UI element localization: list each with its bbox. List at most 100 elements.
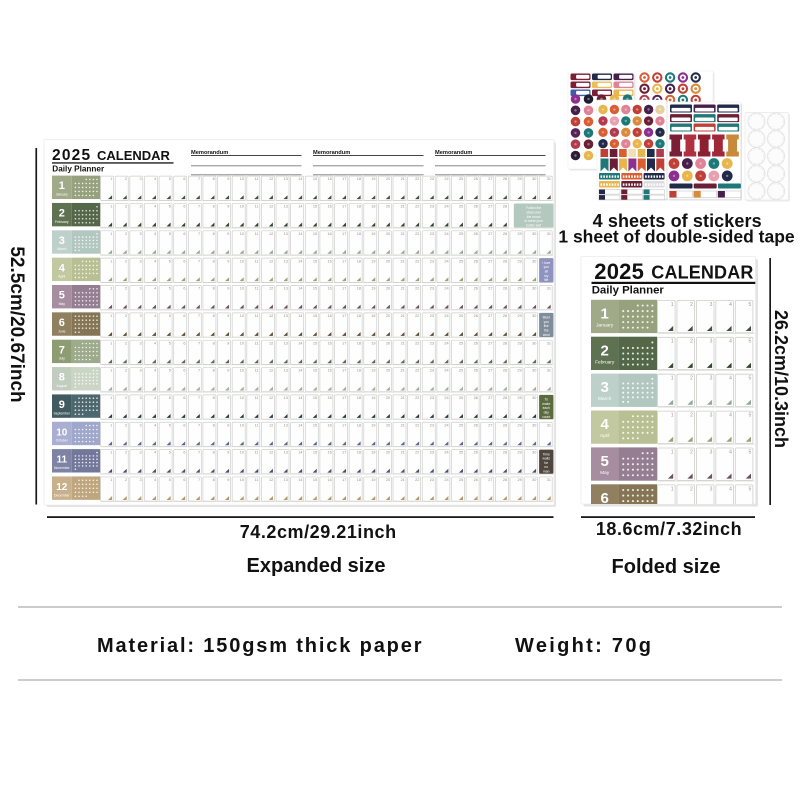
- svg-text:all: all: [545, 269, 549, 273]
- svg-text:3: 3: [140, 287, 142, 291]
- svg-text:21: 21: [401, 423, 405, 427]
- svg-text:7: 7: [198, 341, 200, 345]
- svg-text:27: 27: [488, 314, 492, 318]
- svg-text:24: 24: [444, 369, 448, 373]
- svg-text:12: 12: [269, 451, 273, 455]
- svg-text:15: 15: [313, 423, 317, 427]
- svg-text:2: 2: [690, 339, 693, 345]
- svg-text:1: 1: [110, 478, 112, 482]
- svg-text:count: count: [542, 415, 550, 419]
- svg-text:5: 5: [169, 205, 171, 209]
- svg-text:20: 20: [386, 369, 390, 373]
- svg-text:23: 23: [430, 369, 434, 373]
- svg-text:16: 16: [327, 287, 331, 291]
- svg-text:12: 12: [269, 314, 273, 318]
- svg-text:3: 3: [710, 413, 713, 419]
- svg-text:1: 1: [110, 177, 112, 181]
- svg-text:18: 18: [357, 478, 361, 482]
- svg-text:10: 10: [240, 451, 244, 455]
- svg-text:9: 9: [227, 259, 229, 263]
- svg-text:24: 24: [444, 478, 448, 482]
- svg-text:1: 1: [110, 341, 112, 345]
- svg-text:Folded size: Folded size: [612, 556, 721, 578]
- svg-text:27: 27: [488, 478, 492, 482]
- svg-text:14: 14: [298, 314, 302, 318]
- svg-text:11: 11: [255, 287, 259, 291]
- svg-text:1: 1: [110, 451, 112, 455]
- svg-text:Time: Time: [543, 452, 550, 456]
- svg-text:6: 6: [183, 205, 185, 209]
- svg-text:12: 12: [269, 396, 273, 400]
- svg-text:16: 16: [327, 341, 331, 345]
- svg-text:31: 31: [547, 423, 551, 427]
- svg-text:24: 24: [444, 177, 448, 181]
- svg-text:1 sheet of double-sided tape: 1 sheet of double-sided tape: [558, 226, 795, 246]
- svg-text:Follow the: Follow the: [526, 206, 541, 210]
- svg-text:May: May: [59, 302, 66, 306]
- svg-text:30: 30: [532, 314, 536, 318]
- svg-text:25: 25: [459, 478, 463, 482]
- svg-text:17: 17: [342, 177, 346, 181]
- svg-text:26: 26: [474, 451, 478, 455]
- svg-text:10: 10: [240, 259, 244, 263]
- svg-text:10: 10: [240, 287, 244, 291]
- svg-text:31: 31: [547, 287, 551, 291]
- svg-text:2: 2: [125, 287, 127, 291]
- svg-text:29: 29: [518, 177, 522, 181]
- svg-text:9: 9: [227, 232, 229, 236]
- svg-text:21: 21: [401, 396, 405, 400]
- svg-text:27: 27: [488, 369, 492, 373]
- svg-text:25: 25: [459, 259, 463, 263]
- svg-text:5: 5: [749, 302, 752, 308]
- svg-text:5: 5: [169, 287, 171, 291]
- svg-text:20: 20: [386, 259, 390, 263]
- svg-text:5: 5: [169, 232, 171, 236]
- svg-text:30: 30: [532, 396, 536, 400]
- svg-text:13: 13: [284, 232, 288, 236]
- svg-text:1: 1: [671, 302, 674, 308]
- svg-text:31: 31: [547, 341, 551, 345]
- svg-text:1: 1: [671, 413, 674, 419]
- svg-text:11: 11: [255, 423, 259, 427]
- svg-text:waits: waits: [542, 457, 550, 461]
- svg-text:13: 13: [284, 451, 288, 455]
- svg-text:4: 4: [729, 302, 732, 308]
- svg-text:27: 27: [488, 396, 492, 400]
- svg-text:24: 24: [444, 205, 448, 209]
- svg-text:6: 6: [601, 490, 609, 507]
- svg-text:3: 3: [140, 369, 142, 373]
- svg-text:22: 22: [415, 314, 419, 318]
- svg-text:19: 19: [371, 232, 375, 236]
- svg-text:4: 4: [729, 376, 732, 382]
- svg-text:21: 21: [401, 314, 405, 318]
- svg-text:3: 3: [140, 396, 142, 400]
- svg-text:17: 17: [342, 396, 346, 400]
- svg-text:15: 15: [313, 369, 317, 373]
- svg-text:Meet: Meet: [543, 316, 550, 320]
- svg-text:14: 14: [298, 341, 302, 345]
- svg-text:1: 1: [671, 339, 674, 345]
- svg-text:17: 17: [342, 341, 346, 345]
- svg-text:26: 26: [474, 423, 478, 427]
- svg-text:10: 10: [240, 478, 244, 482]
- svg-text:1: 1: [110, 205, 112, 209]
- svg-text:31: 31: [547, 177, 551, 181]
- svg-text:20: 20: [386, 314, 390, 318]
- svg-text:29: 29: [518, 396, 522, 400]
- svg-text:21: 21: [401, 177, 405, 181]
- svg-text:19: 19: [371, 478, 375, 482]
- svg-text:29: 29: [518, 232, 522, 236]
- svg-text:11: 11: [255, 451, 259, 455]
- svg-text:24: 24: [444, 287, 448, 291]
- svg-text:Daily Planner: Daily Planner: [592, 284, 665, 296]
- svg-text:13: 13: [284, 478, 288, 482]
- svg-text:12: 12: [269, 259, 273, 263]
- svg-text:15: 15: [313, 259, 317, 263]
- svg-text:28: 28: [503, 314, 507, 318]
- svg-text:9: 9: [227, 287, 229, 291]
- svg-text:12: 12: [269, 423, 273, 427]
- svg-text:CALENDAR: CALENDAR: [97, 148, 171, 163]
- svg-text:26: 26: [474, 314, 478, 318]
- svg-text:9: 9: [227, 341, 229, 345]
- svg-text:5: 5: [169, 423, 171, 427]
